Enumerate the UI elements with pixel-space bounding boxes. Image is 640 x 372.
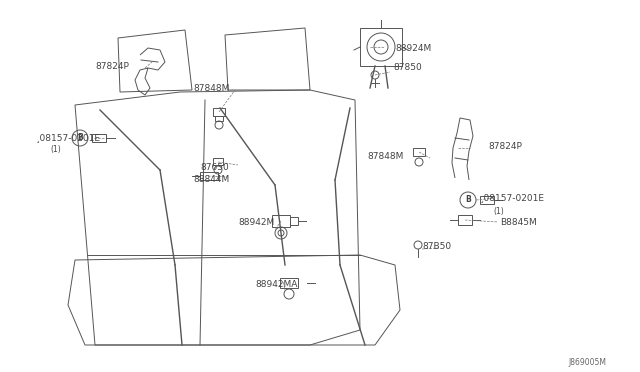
Bar [200, 172, 218, 180]
Text: 87B50: 87B50 [422, 242, 451, 251]
Bar [280, 278, 298, 288]
Text: ¸08157-0201E: ¸08157-0201E [480, 193, 545, 202]
Text: B: B [465, 196, 471, 205]
Text: (1): (1) [50, 145, 61, 154]
Bar [480, 196, 494, 204]
Text: 88844M: 88844M [193, 175, 229, 184]
Bar [360, 28, 402, 66]
Text: 87850: 87850 [393, 63, 422, 72]
Text: 88942MA: 88942MA [255, 280, 298, 289]
Text: 88942M: 88942M [238, 218, 275, 227]
Text: 87824P: 87824P [95, 62, 129, 71]
Text: 87824P: 87824P [488, 142, 522, 151]
Bar [213, 108, 225, 116]
Text: B8845M: B8845M [500, 218, 537, 227]
Bar [458, 215, 472, 225]
Bar [272, 215, 290, 227]
Text: 87848M: 87848M [367, 152, 403, 161]
Text: 87650: 87650 [200, 163, 228, 172]
Text: B: B [77, 134, 83, 142]
Text: 87848M: 87848M [193, 84, 229, 93]
Text: 88924M: 88924M [395, 44, 431, 53]
Bar [413, 148, 425, 156]
Bar [290, 217, 298, 225]
Bar [215, 116, 223, 121]
Bar [92, 134, 106, 142]
Text: J869005M: J869005M [568, 358, 606, 367]
Bar [213, 158, 223, 165]
Text: (1): (1) [493, 207, 504, 216]
Text: ¸08157-0201E: ¸08157-0201E [36, 133, 101, 142]
